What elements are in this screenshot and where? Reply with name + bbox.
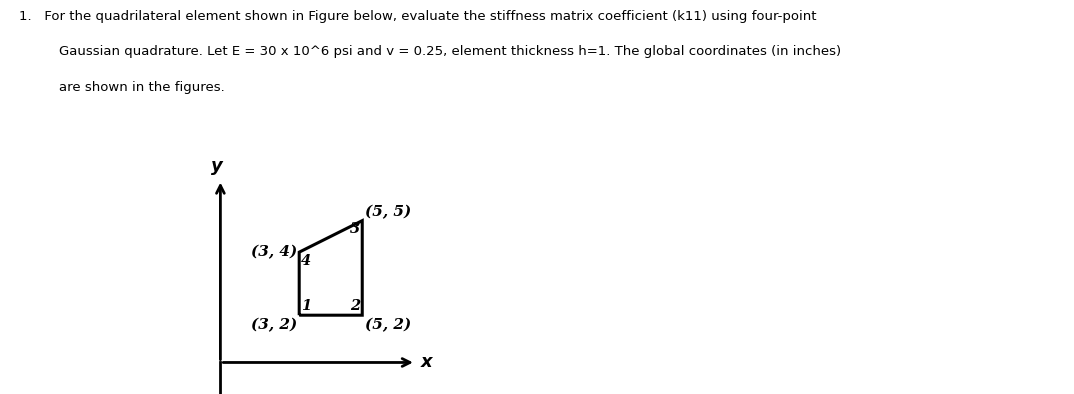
Text: 4: 4 [301,254,311,268]
Text: (3, 4): (3, 4) [251,245,297,259]
Text: Gaussian quadrature. Let E = 30 x 10^6 psi and v = 0.25, element thickness h=1. : Gaussian quadrature. Let E = 30 x 10^6 p… [59,45,841,58]
Text: 3: 3 [350,222,361,236]
Text: y: y [212,157,223,175]
Text: 1: 1 [301,299,311,313]
Text: (5, 2): (5, 2) [365,318,411,332]
Text: (3, 2): (3, 2) [251,318,297,332]
Text: 2: 2 [350,299,361,313]
Text: (5, 5): (5, 5) [365,205,411,219]
Text: 1.   For the quadrilateral element shown in Figure below, evaluate the stiffness: 1. For the quadrilateral element shown i… [19,10,817,23]
Text: x: x [421,353,432,372]
Text: are shown in the figures.: are shown in the figures. [59,81,224,94]
